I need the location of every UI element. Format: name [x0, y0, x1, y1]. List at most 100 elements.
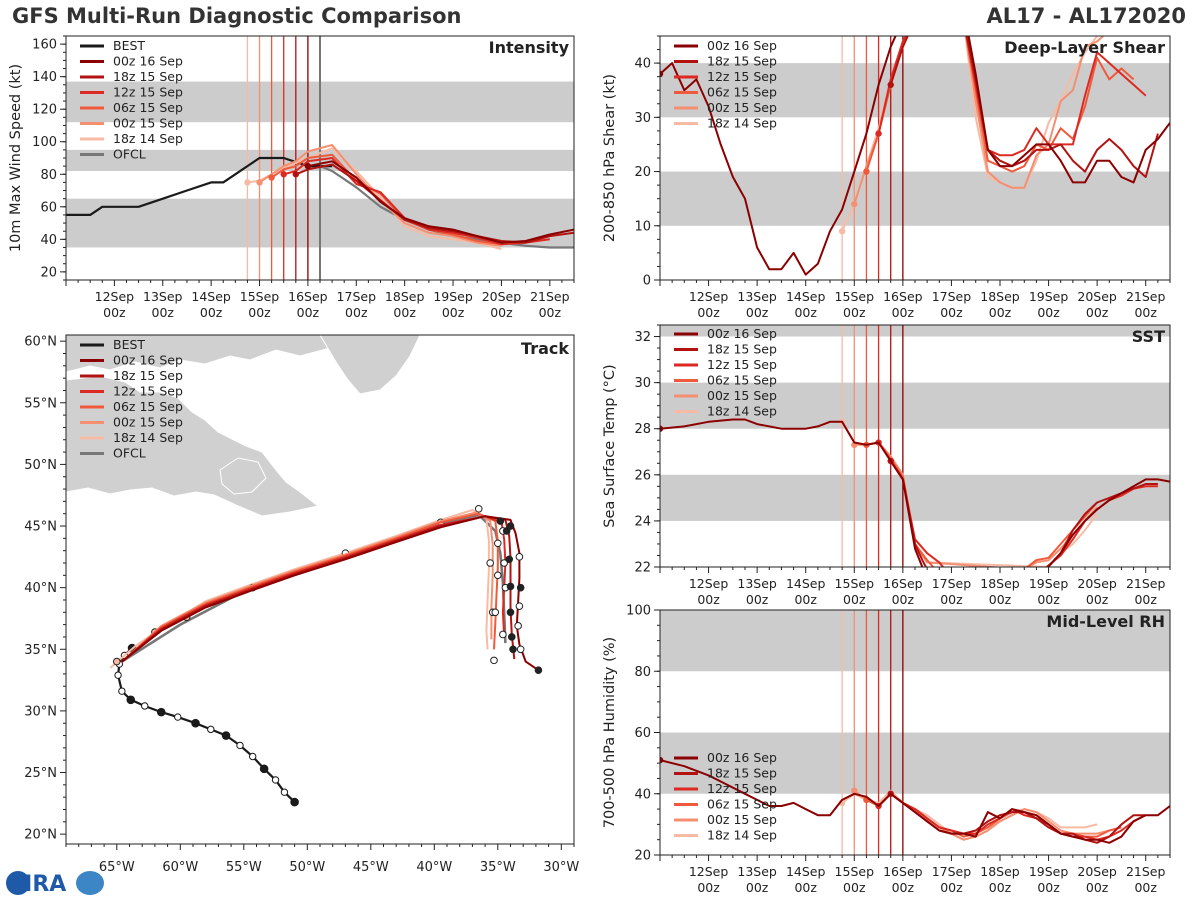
best-track-point [280, 788, 289, 796]
landmass-canada [66, 375, 320, 517]
series-line [877, 36, 1147, 157]
x-tick-sublabel: 00z [697, 880, 720, 895]
x-tick-label: 15Sep [835, 864, 875, 879]
series-track-line [109, 509, 490, 669]
series-init-point [851, 200, 858, 208]
track-point [516, 645, 525, 654]
legend-entry: 18z 15 Sep [113, 368, 183, 383]
legend-entry: 18z 14 Sep [707, 116, 777, 131]
legend-entry: BEST [113, 337, 145, 352]
track-point [515, 602, 524, 610]
best-track-point [156, 707, 166, 717]
series-init-point [292, 171, 300, 178]
x-tick-sublabel: 00z [892, 880, 915, 895]
legend-entry: 00z 15 Sep [707, 388, 777, 403]
best-track-point [271, 776, 280, 784]
legend-entry: 18z 15 Sep [113, 69, 183, 84]
track-panel: 65°W 60°W 55°W 50°W 45°W 40°W 35°W 30°W 20°N 25°N… [24, 334, 579, 875]
x-tick-sublabel: 00z [152, 305, 175, 320]
x-tick-label: 12Sep [689, 864, 729, 879]
x-tick-sublabel: 00z [697, 305, 720, 320]
x-tick-sublabel: 00z [1134, 592, 1157, 607]
y-tick-label: 32 [634, 330, 651, 345]
best-track-point [174, 713, 182, 721]
track-point [486, 559, 494, 567]
legend-entry: OFCL [113, 446, 146, 461]
legend-entry: 00z 16 Sep [113, 54, 183, 69]
best-track-point [290, 797, 299, 807]
x-tick-sublabel: 00z [539, 305, 562, 320]
track-point [506, 522, 515, 530]
y-tick-label: 55°N [24, 396, 57, 411]
panel-title: Track [521, 339, 569, 358]
series-init-point [660, 70, 664, 78]
track-point [534, 666, 543, 675]
x-tick-label: 14Sep [786, 864, 826, 879]
best-track-point [248, 752, 257, 761]
best-track-point [236, 741, 244, 750]
x-tick-label: 16Sep [288, 289, 328, 304]
panel-title: Deep-Layer Shear [1004, 38, 1165, 57]
legend-entry: 18z 14 Sep [113, 430, 183, 445]
series-line [890, 792, 1146, 844]
x-tick-label: 19Sep [1029, 576, 1069, 591]
y-tick-label: 30°N [24, 704, 57, 719]
x-tick-label: 17Sep [932, 289, 972, 304]
x-tick-label: 60°W [162, 860, 198, 875]
x-tick-label: 17Sep [337, 289, 377, 304]
track-point [494, 539, 502, 548]
series-init-point [838, 228, 846, 235]
y-tick-label: 45°N [24, 520, 57, 535]
panel-title: Mid-Level RH [1046, 612, 1165, 631]
series-track-line [121, 512, 499, 663]
track-point [514, 622, 522, 630]
y-axis-label: 700-500 hPa Humidity (%) [602, 637, 618, 828]
x-tick-label: 21Sep [530, 289, 570, 304]
x-tick-sublabel: 00z [1134, 305, 1157, 320]
track-point [509, 645, 517, 654]
legend-entry: 00z 16 Sep [707, 750, 777, 765]
legend-entry: 00z 15 Sep [707, 812, 777, 827]
series-line [258, 144, 502, 247]
legend-entry: 18z 14 Sep [707, 404, 777, 419]
legend-entry: 18z 15 Sep [707, 54, 777, 69]
legend-entry: BEST [113, 38, 145, 53]
plot-area [660, 610, 1170, 855]
series-init-point [244, 179, 251, 186]
rh-panel: 12Sep00z13Sep00z14Sep00z15Sep00z16Sep00z… [602, 604, 1171, 895]
y-tick-label: 20 [634, 849, 651, 864]
x-tick-label: 12Sep [95, 289, 135, 304]
y-tick-label: 120 [32, 103, 57, 118]
track-point [505, 555, 514, 564]
track-point [516, 583, 525, 592]
x-tick-label: 65°W [99, 860, 135, 875]
x-tick-label: 14Sep [786, 576, 826, 591]
x-tick-label: 16Sep [883, 576, 923, 591]
best-track-line [66, 156, 333, 216]
intensity-panel: 12Sep00z13Sep00z14Sep00z15Sep00z16Sep00z… [8, 35, 575, 320]
legend-entry: OFCL [113, 147, 146, 162]
legend-entry: 06z 15 Sep [707, 373, 777, 388]
x-tick-sublabel: 00z [843, 592, 866, 607]
legend-entry: 00z 15 Sep [113, 415, 183, 430]
series-init-point [875, 130, 882, 137]
y-tick-label: 22 [634, 561, 651, 576]
x-tick-sublabel: 00z [746, 592, 769, 607]
series-init-point [660, 756, 664, 764]
cira-logo-text: CIRA [8, 872, 66, 897]
series-line [295, 163, 574, 244]
series-line [307, 160, 574, 244]
best-track-line [116, 647, 296, 803]
y-tick-label: 30 [634, 376, 651, 391]
track-point [507, 633, 516, 641]
x-tick-label: 17Sep [932, 864, 972, 879]
x-tick-label: 12Sep [689, 576, 729, 591]
x-tick-sublabel: 00z [490, 305, 513, 320]
y-tick-label: 60 [634, 726, 651, 741]
x-tick-label: 18Sep [980, 864, 1020, 879]
series-init-point [280, 171, 287, 178]
x-tick-label: 16Sep [883, 864, 923, 879]
x-tick-sublabel: 00z [989, 880, 1012, 895]
x-tick-sublabel: 00z [794, 880, 817, 895]
y-tick-label: 10 [634, 219, 651, 234]
